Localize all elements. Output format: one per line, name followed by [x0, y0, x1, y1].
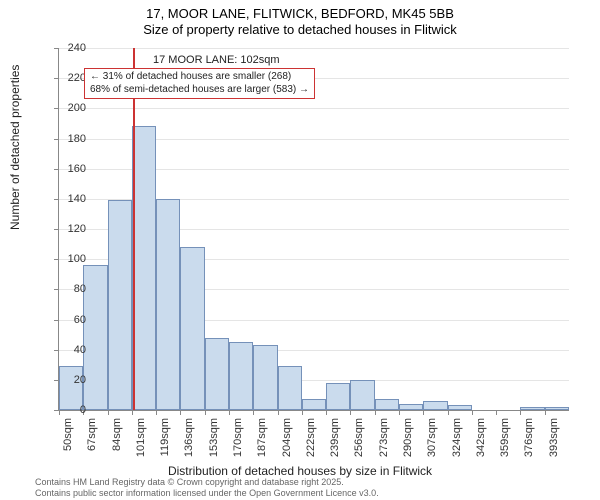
y-tick-label: 180	[56, 133, 86, 145]
x-tick-label: 273sqm	[378, 418, 390, 468]
histogram-bar	[253, 345, 277, 410]
y-tick-label: 20	[56, 374, 86, 386]
histogram-bar	[302, 399, 326, 410]
footer-attribution: Contains HM Land Registry data © Crown c…	[35, 477, 379, 498]
footer-line1: Contains HM Land Registry data © Crown c…	[35, 477, 379, 487]
y-tick-label: 240	[56, 42, 86, 54]
x-tick-label: 359sqm	[499, 418, 511, 468]
x-tick-label: 256sqm	[353, 418, 365, 468]
x-tick-label: 324sqm	[451, 418, 463, 468]
x-tick-mark	[253, 410, 254, 415]
y-tick-label: 140	[56, 193, 86, 205]
x-tick-label: 376sqm	[523, 418, 535, 468]
x-tick-label: 290sqm	[402, 418, 414, 468]
x-tick-mark	[423, 410, 424, 415]
x-tick-mark	[520, 410, 521, 415]
histogram-bar	[520, 407, 544, 410]
x-tick-label: 50sqm	[62, 418, 74, 468]
y-tick-label: 80	[56, 283, 86, 295]
x-tick-mark	[302, 410, 303, 415]
histogram-bar	[108, 200, 132, 410]
grid-line	[59, 108, 569, 109]
x-tick-label: 67sqm	[86, 418, 98, 468]
y-tick-label: 100	[56, 253, 86, 265]
grid-line	[59, 48, 569, 49]
x-tick-mark	[545, 410, 546, 415]
histogram-bar	[205, 338, 229, 410]
y-tick-label: 120	[56, 223, 86, 235]
x-tick-label: 136sqm	[183, 418, 195, 468]
histogram-bar	[399, 404, 423, 410]
x-tick-label: 170sqm	[232, 418, 244, 468]
x-tick-mark	[132, 410, 133, 415]
y-axis-label: Number of detached properties	[8, 65, 22, 230]
histogram-bar	[229, 342, 253, 410]
y-tick-label: 220	[56, 72, 86, 84]
histogram-bar	[180, 247, 204, 410]
histogram-bar	[156, 199, 180, 410]
x-tick-label: 84sqm	[111, 418, 123, 468]
x-tick-mark	[448, 410, 449, 415]
chart-title-block: 17, MOOR LANE, FLITWICK, BEDFORD, MK45 5…	[0, 0, 600, 39]
x-tick-label: 239sqm	[329, 418, 341, 468]
x-tick-label: 187sqm	[256, 418, 268, 468]
histogram-bar	[423, 401, 447, 410]
annotation-title: 17 MOOR LANE: 102sqm	[153, 54, 280, 66]
subject-marker-line	[133, 48, 135, 410]
footer-line2: Contains public sector information licen…	[35, 488, 379, 498]
x-tick-mark	[278, 410, 279, 415]
x-tick-label: 119sqm	[159, 418, 171, 468]
histogram-bar	[83, 265, 107, 410]
y-tick-label: 200	[56, 102, 86, 114]
histogram-bar	[545, 407, 569, 410]
x-tick-mark	[180, 410, 181, 415]
histogram-bar	[350, 380, 374, 410]
y-tick-label: 160	[56, 163, 86, 175]
x-tick-label: 342sqm	[475, 418, 487, 468]
x-tick-label: 204sqm	[281, 418, 293, 468]
title-subtitle: Size of property relative to detached ho…	[0, 22, 600, 38]
y-tick-label: 60	[56, 314, 86, 326]
x-tick-mark	[375, 410, 376, 415]
x-tick-label: 307sqm	[426, 418, 438, 468]
histogram-bar	[278, 366, 302, 410]
x-tick-mark	[472, 410, 473, 415]
histogram-bar	[132, 126, 156, 410]
x-tick-label: 222sqm	[305, 418, 317, 468]
x-tick-mark	[399, 410, 400, 415]
histogram-bar	[375, 399, 399, 410]
annotation-line1: ← 31% of detached houses are smaller (26…	[90, 71, 309, 84]
annotation-box: ← 31% of detached houses are smaller (26…	[84, 68, 315, 99]
x-tick-mark	[205, 410, 206, 415]
x-tick-label: 101sqm	[135, 418, 147, 468]
x-tick-label: 153sqm	[208, 418, 220, 468]
title-address: 17, MOOR LANE, FLITWICK, BEDFORD, MK45 5…	[0, 6, 600, 22]
y-tick-label: 40	[56, 344, 86, 356]
histogram-bar	[448, 405, 472, 410]
x-tick-mark	[156, 410, 157, 415]
x-tick-mark	[350, 410, 351, 415]
x-tick-mark	[326, 410, 327, 415]
y-tick-label: 0	[56, 404, 86, 416]
histogram-bar	[326, 383, 350, 410]
annotation-line2: 68% of semi-detached houses are larger (…	[90, 84, 309, 97]
x-tick-mark	[229, 410, 230, 415]
x-tick-mark	[496, 410, 497, 415]
x-tick-label: 393sqm	[548, 418, 560, 468]
plot-area	[58, 48, 569, 411]
x-tick-mark	[108, 410, 109, 415]
